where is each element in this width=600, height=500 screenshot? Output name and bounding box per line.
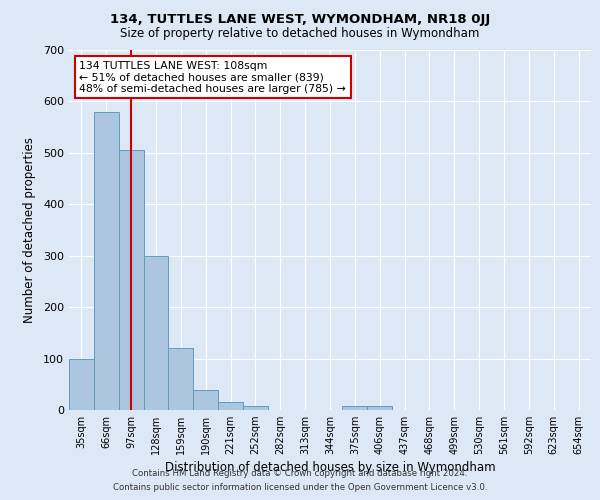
Text: 134, TUTTLES LANE WEST, WYMONDHAM, NR18 0JJ: 134, TUTTLES LANE WEST, WYMONDHAM, NR18 … <box>110 12 490 26</box>
Bar <box>343 406 367 410</box>
Bar <box>169 348 193 410</box>
Bar <box>94 112 119 410</box>
Text: Contains HM Land Registry data © Crown copyright and database right 2024.: Contains HM Land Registry data © Crown c… <box>132 468 468 477</box>
Bar <box>143 256 169 410</box>
X-axis label: Distribution of detached houses by size in Wymondham: Distribution of detached houses by size … <box>164 462 496 474</box>
Bar <box>119 150 143 410</box>
Bar <box>243 406 268 410</box>
Text: Contains public sector information licensed under the Open Government Licence v3: Contains public sector information licen… <box>113 484 487 492</box>
Bar <box>218 402 243 410</box>
Text: 134 TUTTLES LANE WEST: 108sqm
← 51% of detached houses are smaller (839)
48% of : 134 TUTTLES LANE WEST: 108sqm ← 51% of d… <box>79 61 346 94</box>
Y-axis label: Number of detached properties: Number of detached properties <box>23 137 36 323</box>
Bar <box>367 406 392 410</box>
Text: Size of property relative to detached houses in Wymondham: Size of property relative to detached ho… <box>121 28 479 40</box>
Bar <box>69 358 94 410</box>
Bar <box>193 390 218 410</box>
